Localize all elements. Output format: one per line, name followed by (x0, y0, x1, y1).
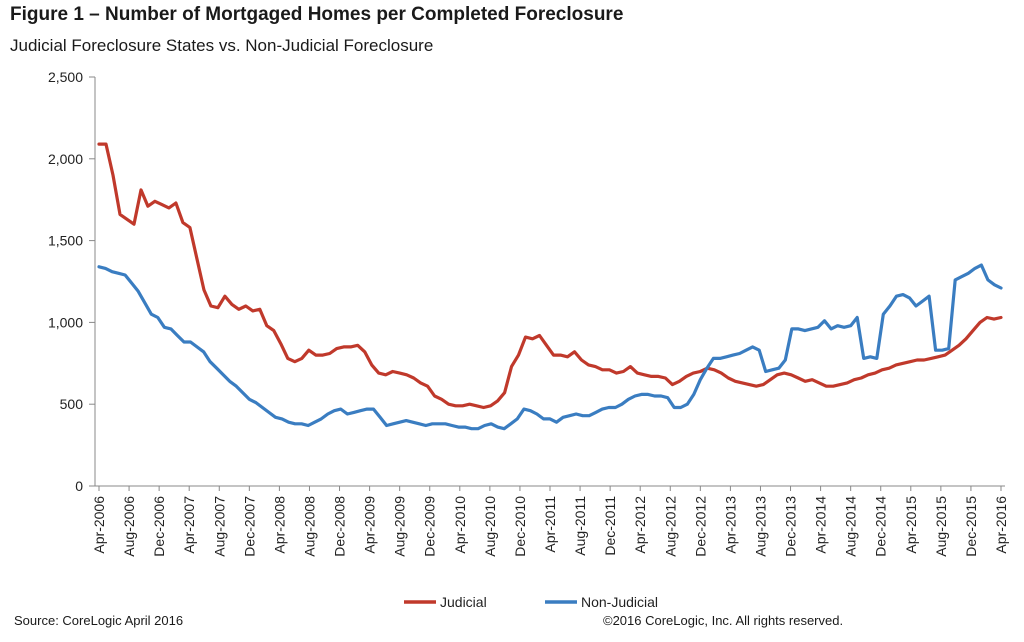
x-tick-label: Apr-2011 (542, 496, 558, 553)
x-tick-label: Aug-2015 (933, 496, 949, 557)
x-tick-label: Apr-2010 (452, 496, 468, 554)
x-tick-label: Dec-2006 (151, 496, 167, 557)
legend-label-non-judicial: Non-Judicial (581, 594, 658, 610)
x-tick-label: Dec-2014 (873, 496, 889, 557)
x-tick-label: Dec-2015 (963, 496, 979, 557)
x-tick-label: Apr-2006 (91, 496, 107, 554)
source-note: Source: CoreLogic April 2016 (14, 613, 184, 628)
y-tick-label: 1,000 (48, 314, 83, 330)
chart-title: Figure 1 – Number of Mortgaged Homes per… (10, 4, 624, 25)
series-line-non-judicial (97, 263, 1003, 431)
x-tick-label: Apr-2014 (813, 496, 829, 554)
x-tick-label: Aug-2014 (843, 496, 859, 557)
x-tick-label: Aug-2011 (572, 496, 588, 556)
y-tick-label: 2,000 (48, 151, 83, 167)
x-tick-label: Aug-2008 (301, 496, 317, 557)
x-tick-label: Aug-2013 (752, 496, 768, 557)
series-line-judicial (97, 142, 1003, 410)
x-tick-label: Dec-2007 (241, 496, 257, 557)
x-tick-label: Aug-2007 (211, 496, 227, 557)
y-tick-label: 0 (75, 478, 83, 494)
x-tick-label: Dec-2010 (512, 496, 528, 557)
copyright-note: ©2016 CoreLogic, Inc. All rights reserve… (603, 613, 844, 628)
legend-label-judicial: Judicial (440, 594, 487, 610)
x-tick-label: Dec-2008 (332, 496, 348, 557)
x-tick-label: Dec-2009 (422, 496, 438, 557)
x-tick-label: Aug-2006 (121, 496, 137, 557)
x-tick-label: Apr-2008 (271, 496, 287, 554)
x-tick-label: Aug-2010 (482, 496, 498, 557)
y-axis: 0 500 1,000 1,500 2,000 2,500 (48, 69, 96, 494)
x-tick-label: Apr-2007 (181, 496, 197, 554)
x-tick-label: Apr-2013 (722, 496, 738, 554)
x-tick-label: Aug-2012 (662, 496, 678, 557)
y-tick-label: 2,500 (48, 69, 83, 85)
x-tick-label: Apr-2016 (993, 496, 1009, 554)
y-tick-label: 1,500 (48, 233, 83, 249)
x-tick-label: Apr-2012 (632, 496, 648, 554)
series-layer (97, 142, 1003, 431)
x-axis: Apr-2006 Aug-2006 Dec-2006 Apr-2007 Aug-2007… (91, 485, 1009, 557)
legend: Judicial Non-Judicial (404, 594, 658, 610)
x-tick-label: Apr-2009 (362, 496, 378, 554)
x-tick-label: Dec-2012 (692, 496, 708, 557)
x-tick-label: Apr-2015 (903, 496, 919, 554)
x-tick-label: Aug-2009 (392, 496, 408, 557)
chart-subtitle: Judicial Foreclosure States vs. Non-Judi… (10, 36, 434, 55)
y-tick-label: 500 (60, 396, 84, 412)
x-tick-label: Dec-2013 (783, 496, 799, 557)
x-tick-label: Dec-2011 (602, 496, 618, 556)
